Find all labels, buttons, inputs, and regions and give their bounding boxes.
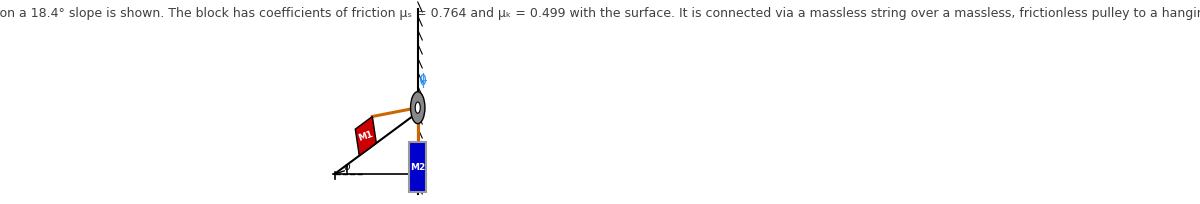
Text: (8) A block of mass M1 resting on a 18.4° slope is shown. The block has coeffici: (8) A block of mass M1 resting on a 18.4… — [0, 7, 1200, 20]
Polygon shape — [355, 116, 377, 156]
Circle shape — [415, 102, 420, 113]
Text: M1: M1 — [358, 129, 374, 143]
Text: M2: M2 — [410, 163, 425, 172]
Circle shape — [410, 92, 425, 124]
Bar — [409, 142, 426, 192]
Text: φ: φ — [343, 162, 350, 172]
